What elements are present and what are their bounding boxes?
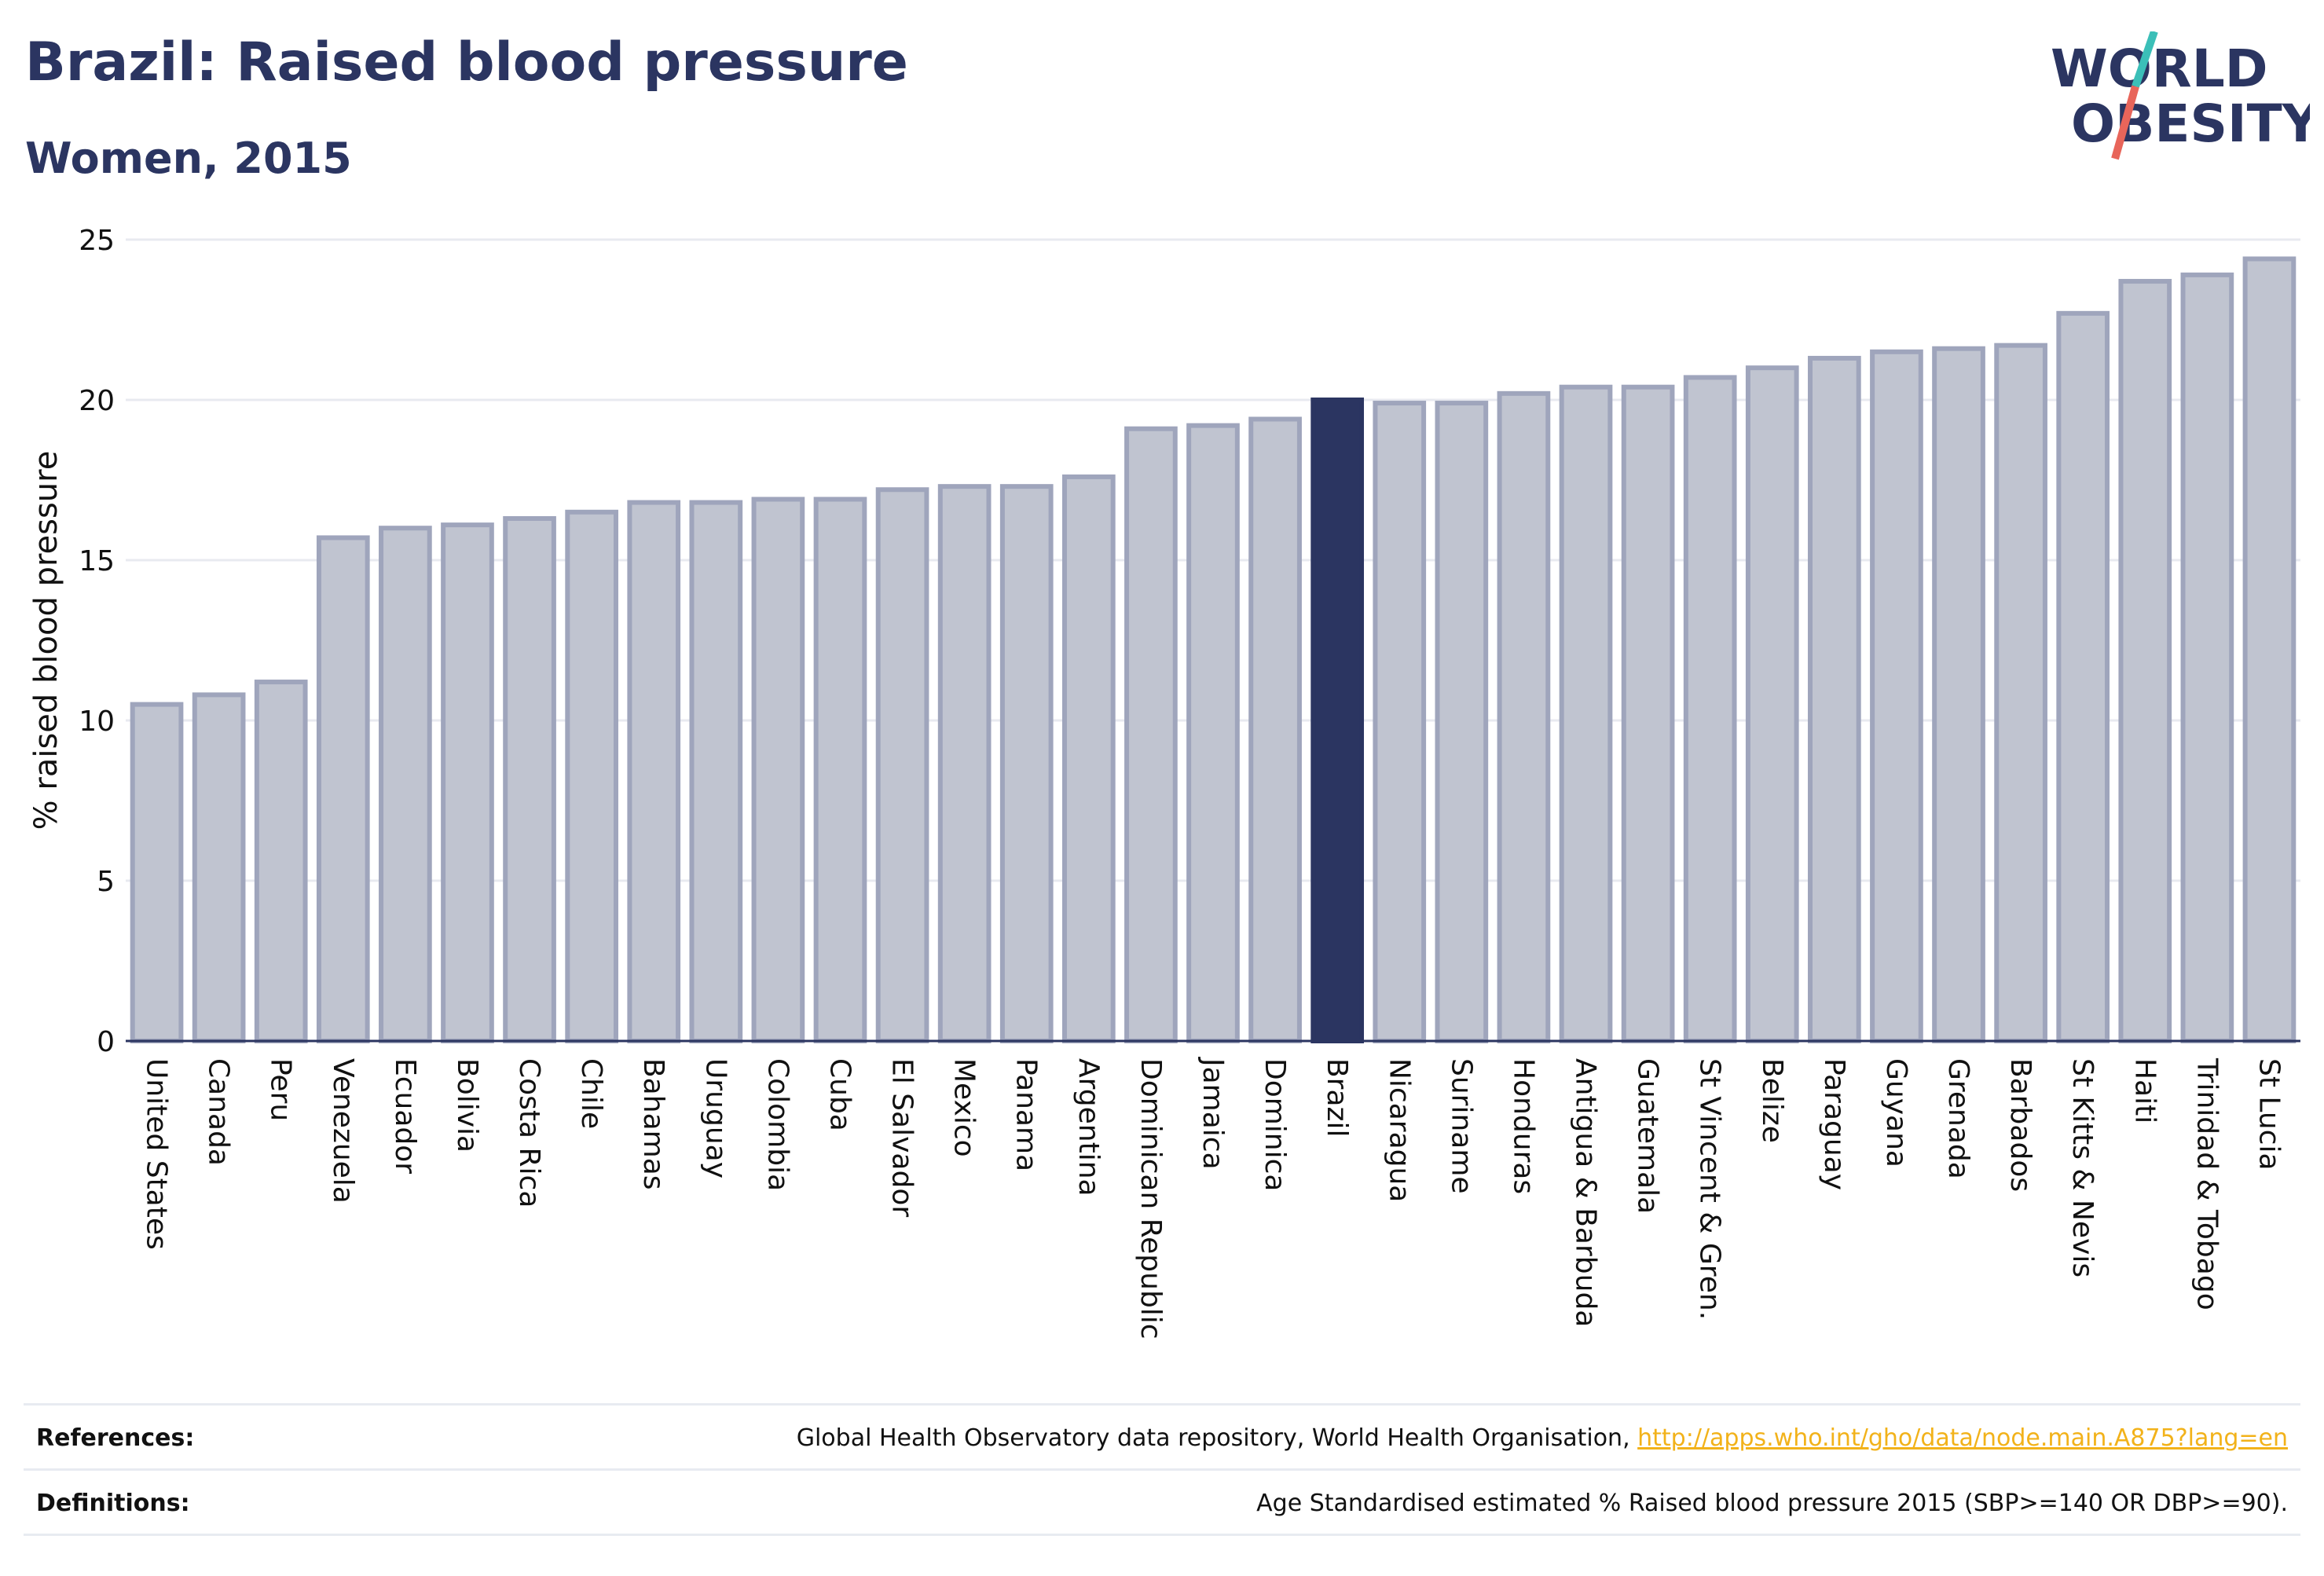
x-tick-label: El Salvador bbox=[886, 1058, 918, 1217]
x-tick-label: Suriname bbox=[1445, 1058, 1477, 1194]
logo-text-obesity: OBESITY bbox=[2071, 93, 2310, 154]
x-tick-label: Honduras bbox=[1507, 1058, 1539, 1194]
bar bbox=[503, 515, 556, 1043]
bar bbox=[316, 535, 370, 1043]
x-tick-label: Jamaica bbox=[1197, 1057, 1229, 1170]
x-tick-label: St Lucia bbox=[2253, 1058, 2285, 1171]
bar bbox=[1373, 401, 1427, 1043]
bar bbox=[937, 484, 992, 1043]
bar bbox=[379, 526, 432, 1043]
bar bbox=[2056, 310, 2110, 1043]
bar bbox=[1683, 375, 1737, 1043]
bar bbox=[999, 484, 1054, 1043]
x-tick-label: Nicaragua bbox=[1383, 1058, 1415, 1202]
references-link[interactable]: http://apps.who.int/gho/data/node.main.A… bbox=[1637, 1424, 2288, 1452]
footer-bottom-border bbox=[24, 1534, 2300, 1536]
definitions-label: Definitions: bbox=[36, 1490, 190, 1517]
bar bbox=[875, 487, 929, 1043]
y-tick-label: 0 bbox=[97, 1026, 115, 1058]
x-tick-label: Canada bbox=[203, 1058, 235, 1166]
x-tick-label: Guatemala bbox=[1632, 1058, 1664, 1214]
definitions-row: Definitions: Age Standardised estimated … bbox=[24, 1468, 2300, 1535]
bar bbox=[1932, 346, 1985, 1044]
bar-chart: 0 5 10 15 20 25 United States Canada Peru Venezu… bbox=[28, 225, 2300, 1340]
bar bbox=[1435, 401, 1489, 1043]
bar bbox=[1497, 390, 1551, 1043]
x-tick-label: St Kitts & Nevis bbox=[2066, 1058, 2099, 1277]
x-tick-label: Grenada bbox=[1942, 1058, 1974, 1179]
bar bbox=[1870, 349, 1923, 1043]
logo-slash-teal bbox=[2132, 31, 2158, 88]
bar bbox=[1621, 384, 1675, 1043]
x-axis-ticks: United States Canada Peru Venezuela Ecuador B… bbox=[141, 1057, 2286, 1340]
x-tick-label: Trinidad & Tobago bbox=[2190, 1057, 2223, 1310]
x-tick-label: Antigua & Barbuda bbox=[1570, 1058, 1602, 1327]
references-value: Global Health Observatory data repositor… bbox=[797, 1424, 2288, 1452]
bar bbox=[254, 680, 308, 1043]
references-label: References: bbox=[36, 1424, 195, 1452]
bar bbox=[1248, 416, 1302, 1043]
x-tick-label: United States bbox=[141, 1058, 173, 1250]
bar bbox=[1808, 355, 1861, 1043]
x-tick-label: Colombia bbox=[761, 1058, 794, 1191]
x-tick-label: Ecuador bbox=[389, 1058, 421, 1174]
bar bbox=[2180, 272, 2234, 1043]
definitions-value: Age Standardised estimated % Raised bloo… bbox=[1256, 1490, 2288, 1517]
x-tick-label: Guyana bbox=[1880, 1058, 1912, 1167]
x-tick-label: Paraguay bbox=[1818, 1058, 1850, 1190]
references-text: Global Health Observatory data repositor… bbox=[796, 1424, 1638, 1452]
bar bbox=[1559, 384, 1613, 1043]
references-row: References: Global Health Observatory da… bbox=[24, 1403, 2300, 1470]
y-tick-label: 5 bbox=[97, 866, 115, 898]
bar-highlight bbox=[1310, 398, 1365, 1043]
bar bbox=[2118, 279, 2172, 1044]
x-tick-label: Bahamas bbox=[637, 1058, 669, 1190]
x-tick-label: Barbados bbox=[2004, 1058, 2036, 1192]
x-tick-label: Dominican Republic bbox=[1135, 1058, 1167, 1340]
logo-text-world: WORLD bbox=[2051, 38, 2268, 99]
x-tick-label: Venezuela bbox=[327, 1058, 359, 1204]
bar bbox=[1124, 426, 1178, 1043]
bar bbox=[1745, 365, 1799, 1043]
x-tick-label: Belize bbox=[1756, 1058, 1788, 1143]
x-tick-label: Uruguay bbox=[699, 1058, 731, 1178]
x-tick-label: St Vincent & Gren. bbox=[1694, 1058, 1726, 1320]
bar bbox=[1994, 343, 2047, 1043]
x-tick-label: Bolivia bbox=[451, 1058, 483, 1153]
bar bbox=[1186, 423, 1240, 1043]
x-tick-label: Costa Rica bbox=[513, 1058, 545, 1208]
y-tick-label: 20 bbox=[79, 385, 115, 417]
chart-title: Brazil: Raised blood pressure bbox=[25, 31, 908, 93]
bar bbox=[441, 522, 494, 1043]
x-tick-label: Dominica bbox=[1259, 1058, 1291, 1192]
bar bbox=[627, 500, 681, 1043]
x-tick-label: Cuba bbox=[823, 1058, 856, 1131]
bar bbox=[192, 692, 246, 1043]
y-tick-label: 10 bbox=[79, 706, 115, 738]
bars bbox=[130, 256, 2297, 1044]
logo-slash-coral bbox=[2111, 85, 2139, 160]
bar bbox=[813, 497, 867, 1043]
bar bbox=[1061, 474, 1116, 1043]
y-axis-label: % raised blood pressure bbox=[28, 451, 64, 830]
bar bbox=[689, 500, 743, 1043]
x-tick-label: Argentina bbox=[1072, 1058, 1105, 1197]
x-tick-label: Panama bbox=[1010, 1058, 1043, 1171]
x-tick-label: Haiti bbox=[2128, 1058, 2161, 1123]
bar bbox=[2242, 256, 2297, 1044]
world-obesity-logo: WORLD OBESITY bbox=[2051, 31, 2310, 160]
bar bbox=[751, 497, 805, 1043]
chart-subtitle: Women, 2015 bbox=[25, 134, 352, 183]
x-tick-label: Peru bbox=[265, 1058, 297, 1121]
y-axis-ticks: 0 5 10 15 20 25 bbox=[79, 225, 115, 1058]
x-tick-label: Mexico bbox=[948, 1058, 981, 1157]
bar bbox=[565, 509, 618, 1043]
y-tick-label: 15 bbox=[79, 545, 115, 577]
x-tick-label: Brazil bbox=[1321, 1058, 1353, 1137]
bar bbox=[130, 702, 184, 1043]
x-tick-label: Chile bbox=[575, 1058, 607, 1129]
y-tick-label: 25 bbox=[79, 225, 115, 257]
